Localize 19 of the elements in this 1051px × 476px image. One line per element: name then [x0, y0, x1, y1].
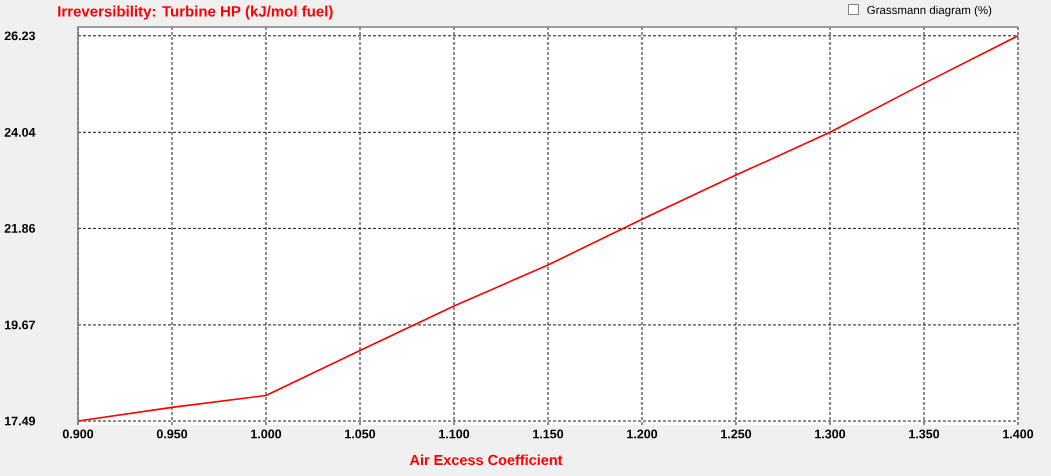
x-tick-label: 1.300 [815, 429, 846, 439]
x-tick-label: 0.950 [156, 429, 188, 439]
y-tick-label: 21.86 [4, 224, 36, 233]
x-tick-label: 1.400 [1003, 429, 1034, 439]
x-tick-label: 1.050 [345, 429, 376, 439]
x-axis-title: Air Excess Coefficient [409, 454, 563, 466]
y-tick-label: 26.23 [4, 31, 36, 41]
x-tick-label: 1.250 [721, 429, 752, 439]
y-tick-label: 19.67 [5, 320, 35, 330]
text: Grassmann diagram (%) [867, 5, 992, 17]
y-tick-label: 17.49 [5, 416, 36, 426]
x-tick-label: 1.150 [533, 429, 564, 439]
chart-title: Irreversibility: Turbine HP (kJ/mol fuel) [58, 5, 333, 20]
y-tick-label: 24.04 [4, 127, 36, 137]
x-tick-label: 1.000 [251, 429, 282, 439]
x-tick-label: 0.900 [62, 429, 94, 439]
x-tick-label: 1.200 [627, 429, 658, 439]
x-tick-label: 1.100 [439, 429, 470, 439]
x-tick-label: 1.350 [909, 429, 940, 439]
